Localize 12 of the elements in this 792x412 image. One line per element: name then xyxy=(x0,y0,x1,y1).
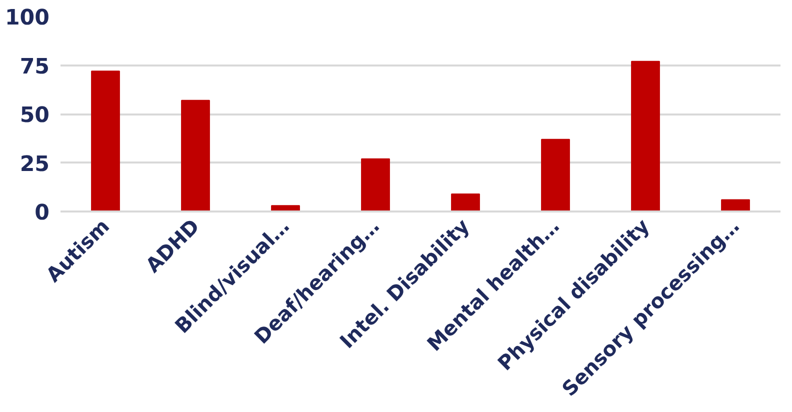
bar xyxy=(541,138,570,212)
y-tick-label: 25 xyxy=(20,152,50,177)
bar xyxy=(91,70,120,212)
y-tick-label: 50 xyxy=(20,103,50,128)
y-tick-label: 75 xyxy=(20,54,50,80)
bar xyxy=(721,199,750,212)
bar xyxy=(451,193,480,212)
bar xyxy=(631,60,660,212)
y-tick-label: 100 xyxy=(4,6,50,30)
y-tick-label: 0 xyxy=(34,200,50,226)
bar xyxy=(181,100,210,212)
bar xyxy=(361,158,390,212)
